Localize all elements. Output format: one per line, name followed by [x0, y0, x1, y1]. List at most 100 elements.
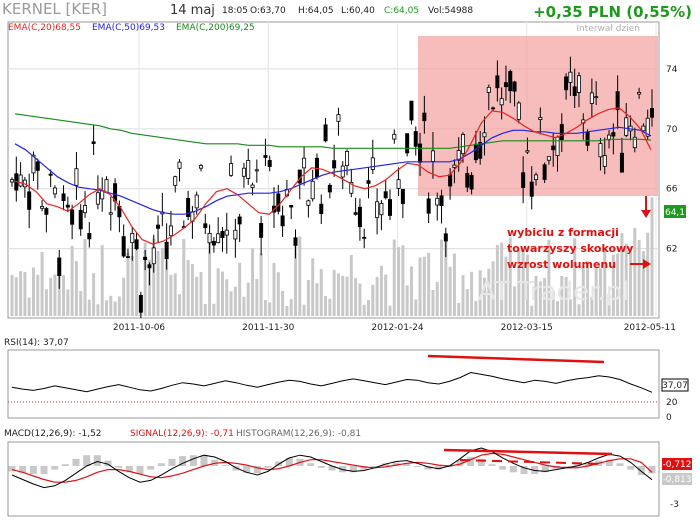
candle-body — [551, 145, 556, 151]
candle-body — [503, 82, 508, 88]
volume-bar — [143, 242, 147, 316]
volume-bar — [624, 243, 628, 316]
histogram-bar — [349, 466, 357, 473]
volume-bar — [362, 304, 366, 316]
histogram-bar — [637, 466, 645, 475]
candle-body — [555, 136, 560, 156]
volume-bar — [178, 294, 182, 316]
price-axis: 62 66 70 74 — [666, 65, 678, 255]
histogram-bar — [467, 457, 475, 466]
candle-body — [65, 204, 70, 208]
candle-body — [280, 215, 285, 227]
candle-body — [121, 236, 126, 257]
candle-body — [27, 191, 32, 210]
candle-body — [229, 163, 234, 176]
candle-body — [422, 112, 427, 122]
volume-bar — [293, 238, 297, 316]
annotation-line-1: wybiciu z formacji — [507, 226, 619, 239]
macd-trendline-top — [443, 448, 613, 456]
volume-bar — [397, 247, 401, 316]
volume-bar — [440, 239, 444, 316]
quote-low: L:60,40 — [341, 6, 375, 16]
candle-body — [491, 107, 496, 110]
candle-body — [426, 198, 431, 214]
volume-bar — [422, 256, 426, 316]
candle-body — [319, 203, 324, 215]
candle-body — [430, 150, 435, 162]
candle-body — [95, 192, 100, 205]
histogram-bar — [168, 458, 176, 466]
volume-bar — [19, 271, 23, 316]
volume-bar — [611, 254, 615, 316]
candle-body — [383, 191, 388, 199]
ema200-line — [14, 113, 652, 149]
candle-body — [443, 233, 448, 242]
histogram-bar — [200, 455, 208, 466]
candle-body — [306, 200, 311, 206]
candle-body — [387, 199, 392, 216]
volume-bar — [169, 274, 173, 316]
volume-bar — [212, 303, 216, 316]
candle-body — [267, 160, 272, 167]
volume-bar — [379, 265, 383, 316]
volume-bar — [521, 249, 525, 316]
candle-body — [302, 157, 307, 169]
candle-body — [542, 164, 547, 180]
volume-bar — [500, 242, 504, 316]
candle-body — [233, 229, 238, 240]
volume-bar — [225, 279, 229, 316]
volume-bar — [113, 301, 117, 316]
histogram-bar — [40, 466, 48, 475]
candle-body — [637, 91, 642, 95]
date-tick-label: 2012-05-11 — [624, 323, 676, 333]
candle-body — [211, 240, 216, 246]
histogram-bar — [563, 466, 571, 467]
price-tick-label: 66 — [666, 185, 678, 195]
volume-bar — [452, 253, 456, 316]
volume-bar — [560, 275, 564, 316]
volume-bar — [272, 263, 276, 316]
candle-body — [632, 136, 637, 149]
candle-body — [108, 212, 113, 215]
candle-body — [220, 231, 225, 238]
candle-body — [345, 150, 350, 167]
candle-body — [589, 92, 594, 104]
volume-bar — [160, 247, 164, 316]
candle-body — [576, 75, 581, 93]
candle-body — [482, 132, 487, 138]
candle-body — [168, 225, 173, 237]
histogram-bar — [648, 466, 656, 474]
macd-trendline-dashed — [459, 459, 605, 465]
candle-body — [138, 295, 143, 313]
candle-body — [323, 124, 328, 142]
volume-bar — [530, 305, 534, 316]
volume-bar — [538, 281, 542, 316]
candle-body — [151, 247, 156, 265]
volume-bar — [586, 261, 590, 316]
histogram-bar — [403, 463, 411, 466]
ticker-label: KERNEL [KER] — [2, 0, 107, 18]
volume-bar — [251, 248, 255, 316]
volume-bar — [302, 304, 306, 316]
candle-body — [332, 160, 337, 169]
candle-body — [83, 205, 88, 214]
candle-body — [52, 187, 57, 195]
candle-body — [396, 179, 401, 189]
histogram-bar — [93, 455, 101, 466]
candle-body — [452, 164, 457, 168]
signal-title: SIGNAL(12,26,9): -0,71 — [130, 429, 234, 439]
candle-body — [237, 216, 242, 225]
histogram-bar — [8, 466, 16, 472]
volume-bar — [482, 277, 486, 316]
candle-body — [469, 174, 474, 190]
histogram-bar — [189, 455, 197, 466]
histogram-bar — [83, 455, 91, 466]
quote-time: 18:05 — [222, 6, 248, 16]
volume-bar — [36, 274, 40, 316]
volume-bar — [152, 238, 156, 316]
candle-body — [362, 236, 367, 239]
volume-bar — [349, 255, 353, 316]
candle-body — [546, 156, 551, 161]
histogram-bar — [136, 466, 144, 475]
volume-bar — [461, 275, 465, 316]
